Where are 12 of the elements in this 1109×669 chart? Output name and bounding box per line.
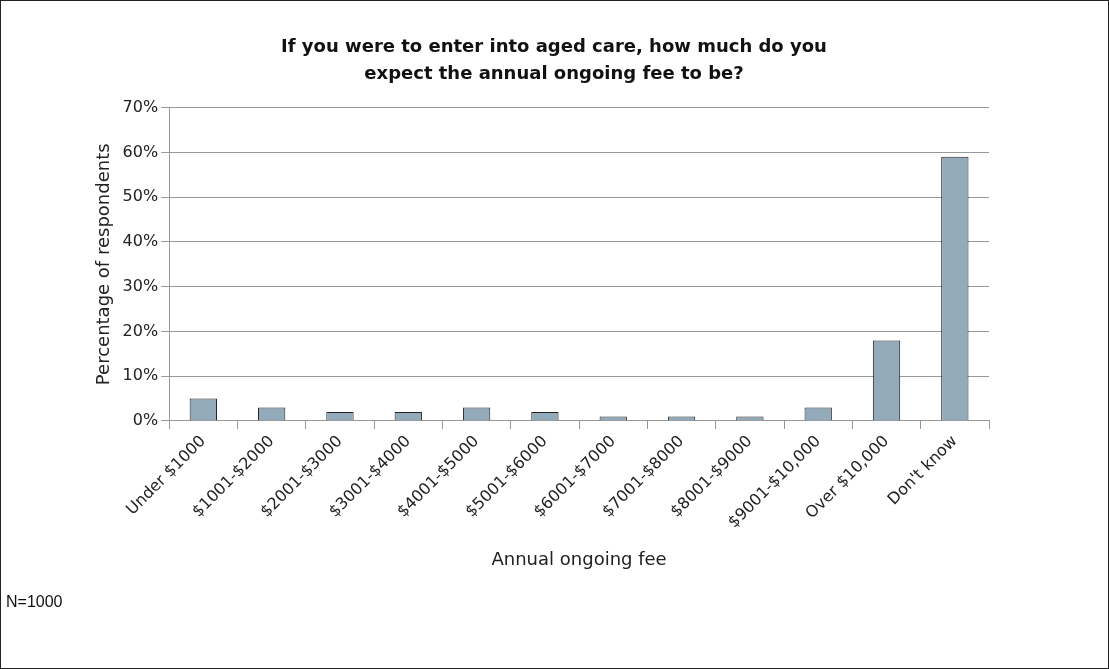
- y-axis-title: Percentage of respondents: [92, 143, 114, 386]
- y-tick-label: 40%: [122, 231, 159, 251]
- y-tick-label: 70%: [122, 96, 159, 116]
- y-tick-label: 10%: [122, 365, 159, 385]
- y-tick-label: 50%: [122, 186, 159, 206]
- y-tick-label: 0%: [132, 410, 159, 430]
- y-tick-label: 60%: [122, 141, 159, 161]
- text: N=1000: [6, 592, 64, 612]
- y-tick-label: 20%: [122, 320, 159, 340]
- y-tick-label: 30%: [122, 275, 159, 295]
- x-axis-title: Annual ongoing fee: [491, 547, 667, 569]
- chart-title: If you were to enter into aged care, how much do you expect the annual ongoing fee to be?: [280, 34, 828, 85]
